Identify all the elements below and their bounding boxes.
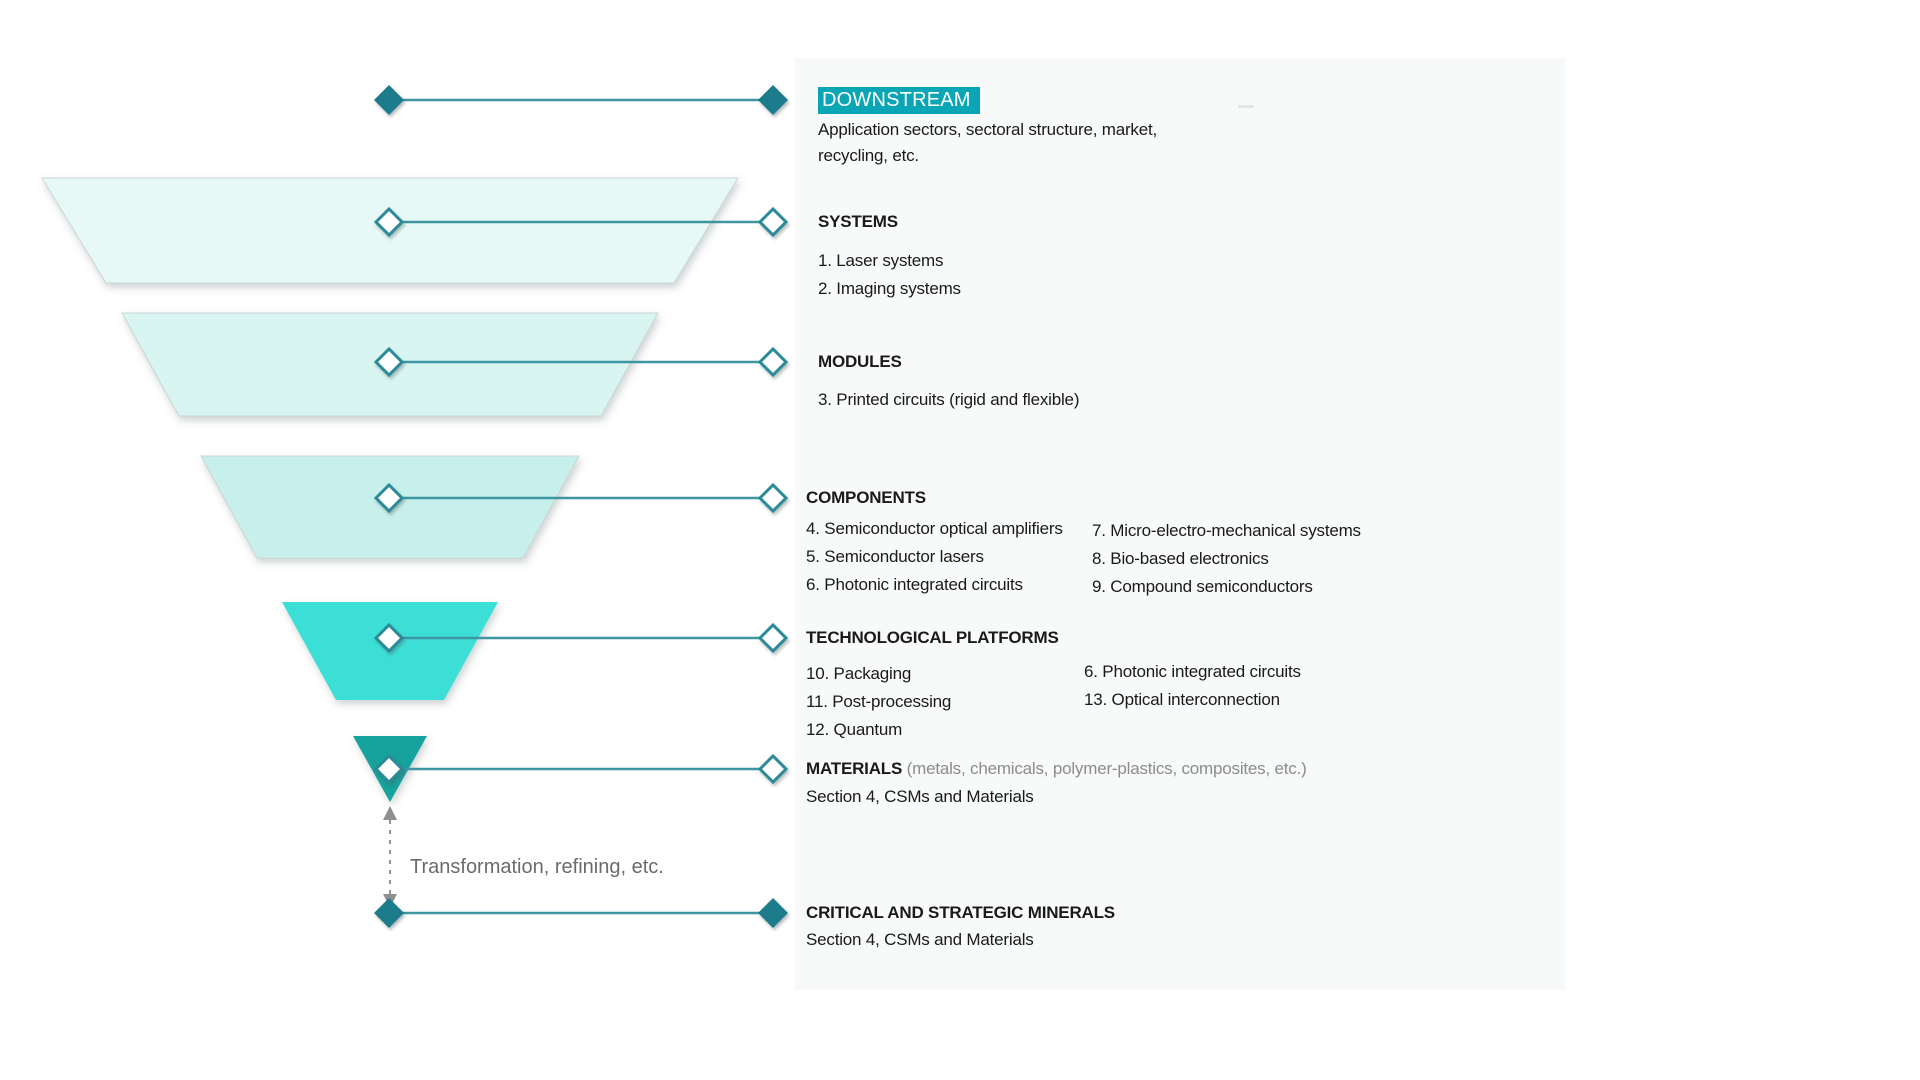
downstream-description-line: Application sectors, sectoral structure,… — [818, 120, 1158, 139]
level-platforms-col2: 6. Photonic integrated circuits 13. Opti… — [1084, 658, 1301, 714]
level-subtitle: Section 4, CSMs and Materials — [806, 930, 1034, 949]
text-background-panel — [795, 58, 1565, 990]
diamond-outline-icon — [373, 622, 405, 654]
level-downstream: DOWNSTREAM Application sectors, sectoral… — [818, 87, 1157, 169]
list-item: 5. Semiconductor lasers — [806, 547, 984, 566]
level-components: COMPONENTS 4. Semiconductor optical ampl… — [806, 486, 1063, 599]
list-item: 11. Post-processing — [806, 692, 952, 711]
materials-title-bold: MATERIALS — [806, 759, 903, 778]
level-systems: SYSTEMS 1. Laser systems 2. Imaging syst… — [818, 210, 961, 303]
list-item: 6. Photonic integrated circuits — [806, 575, 1023, 594]
level-modules: MODULES 3. Printed circuits (rigid and f… — [818, 350, 1079, 414]
list-item: 4. Semiconductor optical amplifiers — [806, 519, 1063, 538]
diamond-outline-icon — [373, 346, 405, 378]
list-item: 2. Imaging systems — [818, 279, 961, 298]
diamond-outline-icon — [757, 482, 789, 514]
list-item: 3. Printed circuits (rigid and flexible) — [818, 390, 1080, 409]
diamond-solid-icon — [758, 85, 788, 115]
level-title-csm: CRITICAL AND STRATEGIC MINERALS — [806, 903, 1115, 922]
level-title-downstream: DOWNSTREAM — [818, 87, 980, 114]
diamond-outline-icon — [373, 482, 405, 514]
list-item: 13. Optical interconnection — [1084, 690, 1280, 709]
diamond-outline-icon — [757, 206, 789, 238]
level-subtitle: Section 4, CSMs and Materials — [806, 787, 1034, 806]
list-item: 7. Micro-electro-mechanical systems — [1092, 521, 1361, 540]
diamond-solid-icon — [374, 898, 404, 928]
list-item: 1. Laser systems — [818, 251, 944, 270]
transformation-arrow-label: Transformation, refining, etc. — [410, 856, 664, 878]
diamond-outline-icon — [757, 622, 789, 654]
diamond-outline-icon — [757, 346, 789, 378]
diamond-outline-icon — [373, 753, 405, 785]
list-item: 10. Packaging — [806, 664, 912, 683]
level-csm: CRITICAL AND STRATEGIC MINERALS Section … — [806, 901, 1115, 952]
level-title-systems: SYSTEMS — [818, 212, 898, 231]
level-title-components: COMPONENTS — [806, 488, 926, 507]
level-platforms: TECHNOLOGICAL PLATFORMS 10. Packaging 11… — [806, 626, 1059, 744]
diamond-solid-icon — [758, 898, 788, 928]
level-materials: MATERIALS (metals, chemicals, polymer-pl… — [806, 757, 1307, 809]
list-item: 6. Photonic integrated circuits — [1084, 662, 1301, 681]
arrow-up-icon — [383, 806, 397, 820]
level-title-platforms: TECHNOLOGICAL PLATFORMS — [806, 628, 1059, 647]
diamond-outline-icon — [373, 206, 405, 238]
diamond-solid-icon — [374, 85, 404, 115]
downstream-description-line: recycling, etc. — [818, 146, 919, 165]
list-item: 8. Bio-based electronics — [1092, 549, 1269, 568]
level-title-materials: MATERIALS (metals, chemicals, polymer-pl… — [806, 757, 1307, 781]
diamond-outline-icon — [757, 753, 789, 785]
level-components-col2: 7. Micro-electro-mechanical systems 8. B… — [1092, 517, 1361, 601]
list-item: 9. Compound semiconductors — [1092, 577, 1313, 596]
level-title-modules: MODULES — [818, 352, 902, 371]
materials-title-suffix: (metals, chemicals, polymer-plastics, co… — [906, 759, 1307, 778]
list-item: 12. Quantum — [806, 720, 903, 739]
faint-dash-artifact — [1238, 105, 1254, 108]
